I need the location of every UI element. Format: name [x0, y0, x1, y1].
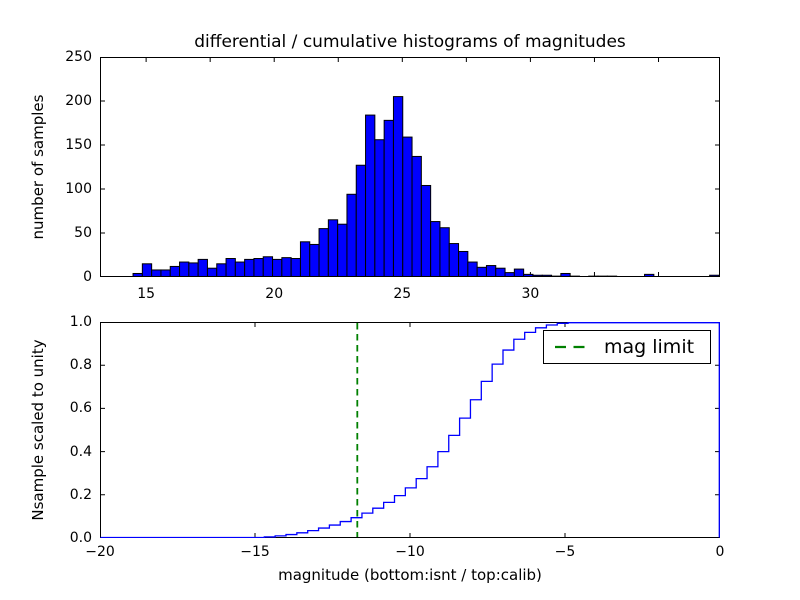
histogram-bar — [216, 263, 227, 277]
top-x-tick-label: 25 — [393, 286, 412, 302]
histogram-bar — [309, 243, 320, 277]
histogram-bar — [411, 155, 422, 277]
bottom-axis-ticks — [100, 322, 720, 538]
histogram-bar — [430, 221, 441, 277]
top-y-tick-label: 100 — [65, 181, 92, 197]
cumulative-histogram-plot: mag limit — [100, 322, 720, 538]
bottom-y-tick-label: 0.6 — [69, 400, 92, 417]
histogram-bar — [467, 261, 478, 277]
histogram-bar — [327, 219, 339, 277]
legend-label: mag limit — [604, 335, 695, 358]
histogram-bar — [476, 266, 487, 277]
histogram-bar — [160, 269, 171, 277]
top-x-tick-label: 15 — [137, 286, 156, 302]
histogram-bar — [318, 228, 329, 277]
histogram-bar — [253, 258, 264, 277]
histogram-bar — [439, 227, 450, 277]
histogram-bar — [272, 258, 283, 277]
top-y-tick-label: 0 — [83, 269, 92, 285]
histogram-bar — [374, 139, 385, 277]
cumulative-histogram-svg — [100, 322, 720, 538]
histogram-bar — [141, 263, 153, 277]
bottom-y-tick-label: 0.0 — [69, 530, 92, 546]
histogram-bar — [365, 114, 376, 277]
bottom-x-tick-label: 0 — [715, 544, 725, 560]
histogram-bar — [485, 265, 497, 277]
bottom-x-tick-label: −10 — [395, 544, 425, 560]
histogram-bar — [495, 267, 506, 277]
histogram-bar — [420, 184, 432, 277]
top-y-tick-label: 150 — [65, 137, 92, 153]
legend: mag limit — [543, 330, 711, 364]
histogram-bar — [290, 258, 301, 277]
bottom-y-tick-label: 0.4 — [69, 443, 92, 460]
chart-title: differential / cumulative histograms of … — [194, 32, 626, 52]
legend-dashed-line-icon — [555, 345, 591, 349]
histogram-bar — [206, 267, 218, 277]
histogram-bar — [151, 269, 162, 277]
histogram-bar — [188, 262, 199, 277]
histogram-bar — [169, 265, 181, 277]
bottom-x-tick-label: −5 — [554, 544, 576, 560]
histogram-bar — [179, 261, 190, 277]
histogram-bar — [448, 243, 460, 277]
histogram-bar — [262, 256, 274, 277]
histogram-bar — [299, 241, 311, 277]
histogram-bar — [392, 96, 404, 277]
top-y-tick-label: 200 — [65, 93, 92, 109]
histogram-bar — [281, 257, 292, 277]
bottom-x-tick-label: −20 — [85, 544, 115, 560]
bottom-y-tick-label: 0.2 — [69, 486, 92, 503]
bottom-y-tick-label: 0.8 — [69, 357, 92, 374]
top-y-tick-label: 50 — [74, 225, 92, 241]
bottom-y-axis-label: Nsample scaled to unity — [29, 339, 47, 521]
histogram-bar — [244, 258, 255, 277]
top-x-tick-label: 20 — [265, 286, 284, 302]
cumulative-curve — [100, 322, 720, 538]
histogram-bar — [337, 223, 348, 277]
histogram-bar — [383, 119, 394, 277]
top-x-tick-label: 30 — [521, 286, 540, 302]
histogram-bar — [355, 164, 367, 277]
histogram-bar — [225, 258, 236, 277]
histogram-bar — [346, 193, 357, 277]
histogram-bar — [644, 273, 655, 277]
differential-histogram-plot — [100, 57, 720, 277]
histogram-bar — [458, 250, 469, 277]
top-y-tick-label: 250 — [65, 49, 92, 65]
histogram-bar — [197, 258, 208, 277]
histogram-bar — [402, 136, 413, 277]
bottom-y-tick-label: 1.0 — [69, 314, 92, 330]
top-y-axis-label: number of samples — [29, 94, 47, 240]
top-plot-frame — [100, 57, 720, 277]
histogram-bar — [513, 268, 525, 277]
x-axis-label: magnitude (bottom:isnt / top:calib) — [278, 566, 542, 584]
differential-histogram-svg — [100, 57, 720, 277]
histogram-bar — [234, 261, 246, 277]
bottom-x-tick-label: −15 — [240, 544, 270, 560]
histogram-bars — [132, 96, 720, 277]
